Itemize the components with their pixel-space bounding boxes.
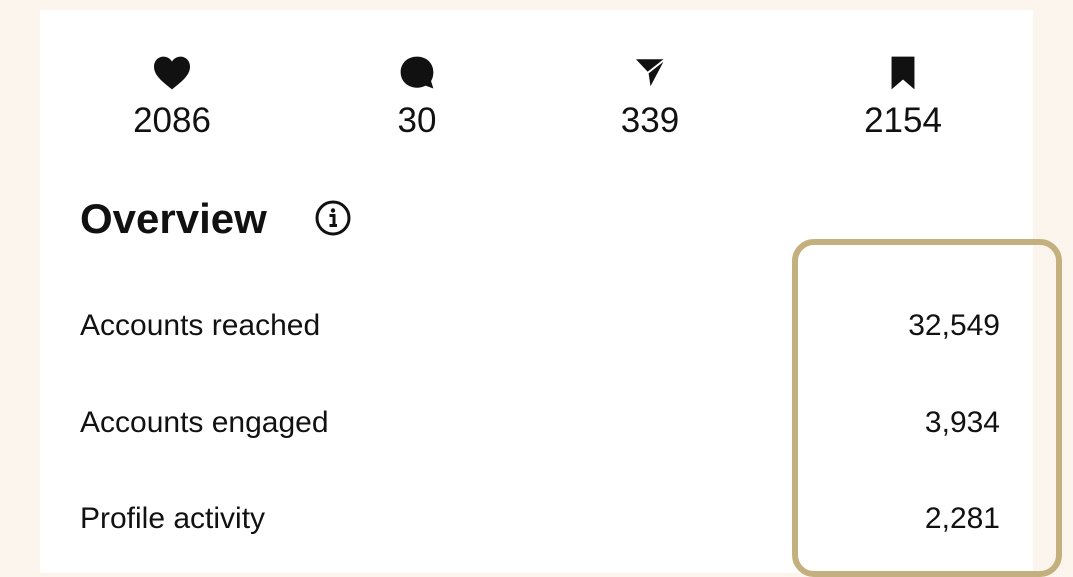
overview-title: Overview xyxy=(80,195,267,242)
heart-icon xyxy=(154,56,190,90)
bookmark-icon xyxy=(891,56,915,90)
shares-stat: 339 xyxy=(550,55,750,141)
info-icon[interactable] xyxy=(314,199,352,237)
row-label: Accounts reached xyxy=(80,309,321,342)
row-value: 3,934 xyxy=(924,406,1000,439)
comment-icon xyxy=(400,56,434,89)
comments-stat: 30 xyxy=(317,55,517,141)
row-value: 32,549 xyxy=(908,309,1000,342)
shares-count: 339 xyxy=(620,101,680,140)
comments-count: 30 xyxy=(397,101,437,140)
insights-panel xyxy=(40,10,1033,573)
share-icon xyxy=(632,57,668,91)
likes-count: 2086 xyxy=(133,101,211,140)
row-label: Accounts engaged xyxy=(80,406,329,439)
saves-stat: 2154 xyxy=(803,55,1003,141)
highlight-box xyxy=(792,239,1062,577)
likes-stat: 2086 xyxy=(72,55,272,141)
row-label: Profile activity xyxy=(80,502,266,535)
saves-count: 2154 xyxy=(864,101,942,140)
row-value: 2,281 xyxy=(924,502,1000,535)
